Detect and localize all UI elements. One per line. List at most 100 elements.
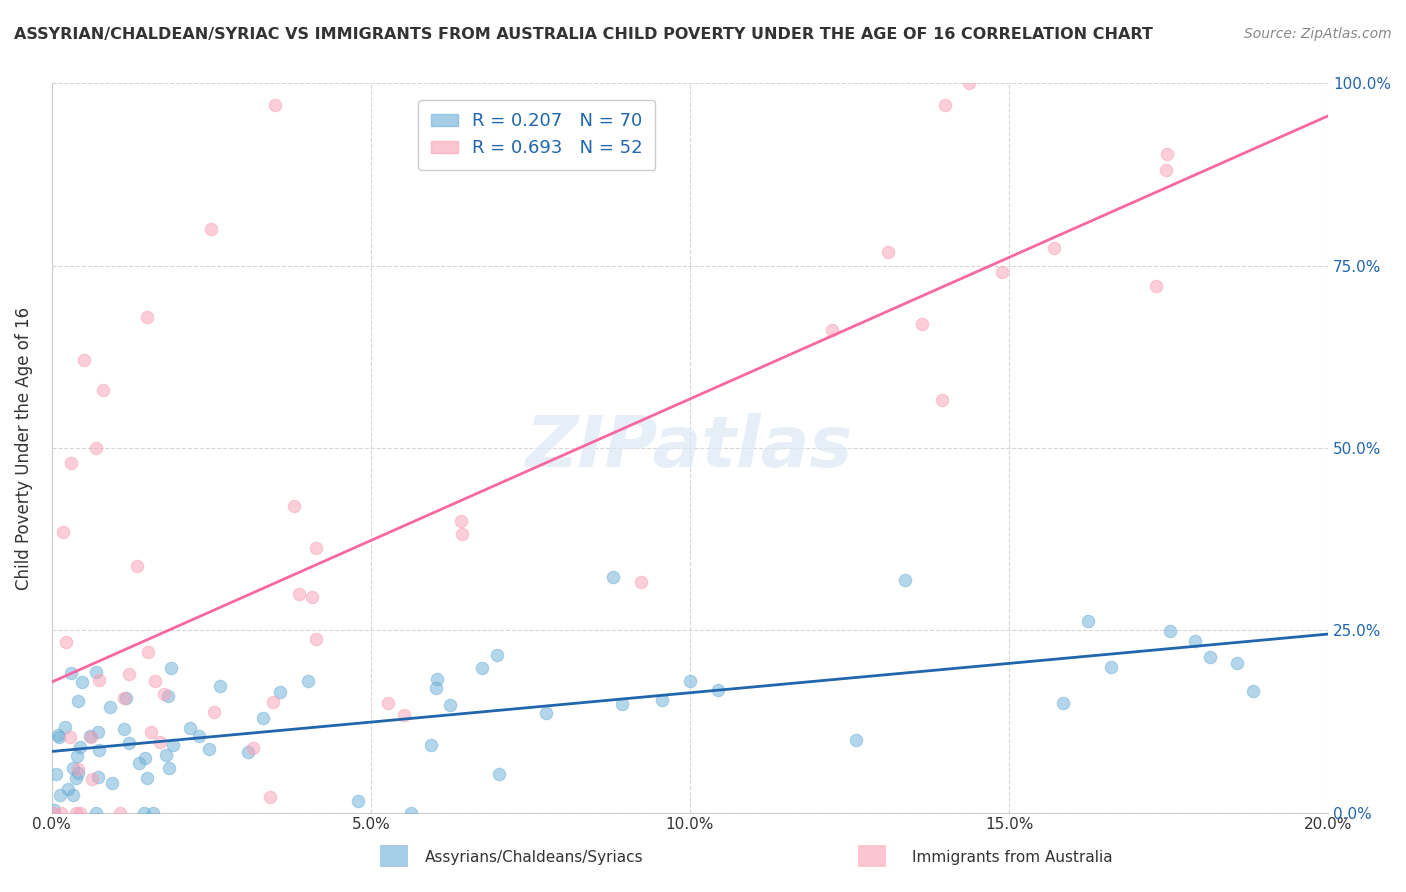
Text: Assyrians/Chaldeans/Syriacs: Assyrians/Chaldeans/Syriacs: [425, 850, 644, 865]
Point: [66, 748, 89, 763]
Point: [79, 729, 101, 743]
Point: [80, 772, 103, 786]
Point: [1199, 649, 1222, 664]
Point: [471, 661, 494, 675]
Point: [142, 805, 165, 820]
Point: [297, 673, 319, 688]
Point: [602, 570, 624, 584]
Point: [84, 805, 107, 820]
Point: [112, 722, 135, 736]
Point: [160, 661, 183, 675]
Point: [1241, 684, 1264, 698]
Point: [305, 541, 328, 555]
Point: [208, 679, 231, 693]
Point: [149, 735, 172, 749]
Point: [242, 740, 264, 755]
Legend: R = 0.207   N = 70, R = 0.693   N = 52: R = 0.207 N = 70, R = 0.693 N = 52: [418, 100, 655, 170]
Point: [55, 634, 77, 648]
Point: [49, 805, 72, 820]
Point: [48, 730, 70, 744]
Point: [143, 673, 166, 688]
Point: [305, 632, 328, 646]
Point: [84, 665, 107, 679]
Point: [118, 666, 141, 681]
Point: [1156, 146, 1178, 161]
Point: [1042, 241, 1064, 255]
Point: [59, 456, 82, 470]
Point: [179, 721, 201, 735]
Point: [392, 708, 415, 723]
Text: Immigrants from Australia: Immigrants from Australia: [912, 850, 1112, 865]
Point: [132, 805, 155, 820]
Point: [911, 317, 934, 331]
Point: [62, 788, 84, 802]
Point: [65, 805, 87, 820]
Point: [377, 697, 399, 711]
Point: [288, 587, 311, 601]
Point: [894, 573, 917, 587]
Point: [45, 767, 67, 781]
Point: [707, 683, 730, 698]
Y-axis label: Child Poverty Under the Age of 16: Child Poverty Under the Age of 16: [15, 307, 32, 590]
Point: [301, 591, 323, 605]
Point: [114, 691, 136, 706]
Point: [46, 728, 69, 742]
Point: [991, 265, 1014, 279]
Point: [957, 77, 980, 91]
Point: [1226, 657, 1249, 671]
Point: [1077, 614, 1099, 628]
Point: [65, 772, 87, 786]
Point: [98, 700, 121, 714]
Point: [420, 738, 443, 752]
Point: [610, 697, 633, 711]
Point: [1154, 162, 1177, 177]
Point: [157, 761, 180, 775]
Point: [426, 672, 449, 686]
Point: [534, 706, 557, 720]
Point: [110, 805, 132, 820]
Point: [1159, 624, 1181, 639]
Point: [425, 681, 447, 695]
Point: [86, 441, 108, 455]
Point: [112, 690, 135, 705]
Point: [236, 745, 259, 759]
Point: [876, 244, 898, 259]
Point: [52, 525, 75, 540]
Text: ASSYRIAN/CHALDEAN/SYRIAC VS IMMIGRANTS FROM AUSTRALIA CHILD POVERTY UNDER THE AG: ASSYRIAN/CHALDEAN/SYRIAC VS IMMIGRANTS F…: [14, 27, 1153, 42]
Point: [485, 648, 508, 663]
Point: [153, 687, 176, 701]
Point: [155, 747, 177, 762]
Point: [259, 789, 281, 804]
Point: [401, 805, 423, 820]
Point: [67, 762, 90, 776]
Point: [630, 574, 652, 589]
Point: [488, 767, 510, 781]
Point: [66, 693, 89, 707]
Point: [264, 98, 287, 112]
Point: [127, 559, 149, 574]
Point: [204, 705, 226, 719]
Point: [439, 698, 461, 712]
Point: [62, 761, 84, 775]
Point: [44, 804, 66, 818]
Point: [450, 514, 472, 528]
Point: [59, 730, 82, 744]
Point: [450, 527, 472, 541]
Point: [252, 711, 274, 725]
Point: [1184, 633, 1206, 648]
Point: [73, 353, 96, 368]
Point: [135, 772, 157, 786]
Point: [70, 675, 93, 690]
Point: [136, 310, 159, 324]
Point: [128, 756, 150, 770]
Point: [100, 776, 122, 790]
Point: [69, 805, 91, 820]
Point: [53, 720, 76, 734]
Point: [187, 729, 209, 743]
Point: [42, 805, 65, 820]
Point: [198, 742, 221, 756]
Point: [66, 766, 89, 780]
Point: [87, 673, 110, 687]
Point: [200, 222, 222, 236]
Point: [157, 689, 180, 703]
